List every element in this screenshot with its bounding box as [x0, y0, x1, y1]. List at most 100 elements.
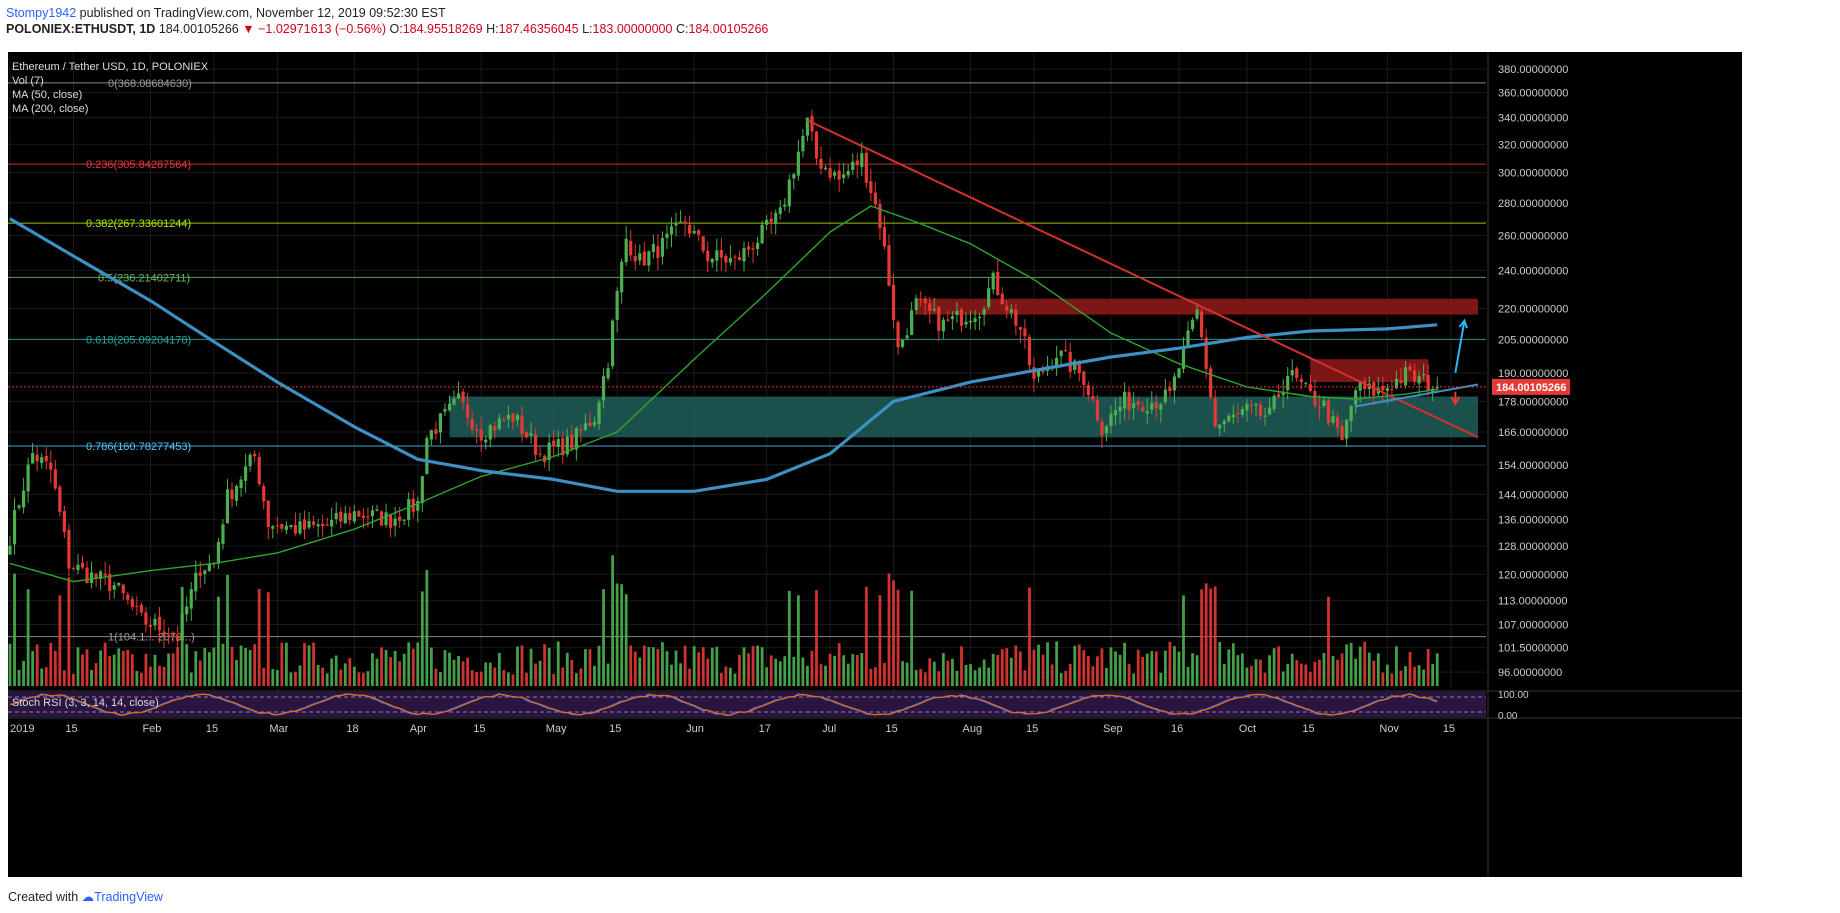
- volume-bar: [294, 671, 297, 686]
- volume-bar: [226, 574, 229, 686]
- candle-body: [900, 339, 905, 347]
- volume-bar: [665, 651, 669, 686]
- volume-bar: [1000, 649, 1004, 686]
- candle-body: [49, 462, 53, 470]
- candle-body: [801, 135, 805, 152]
- volume-bar: [121, 650, 125, 686]
- candle-body: [234, 485, 239, 501]
- candle-body: [1308, 384, 1312, 391]
- candle-body: [370, 510, 375, 517]
- candle-body: [348, 513, 352, 521]
- candle-body: [1417, 376, 1421, 384]
- candle-body: [1132, 403, 1136, 408]
- volume-bar: [520, 645, 524, 686]
- candle-body: [1068, 352, 1072, 372]
- candle-body: [44, 455, 48, 462]
- volume-bar: [525, 672, 528, 686]
- candle-body: [1218, 424, 1222, 429]
- volume-bar: [452, 659, 456, 686]
- candle-body: [697, 230, 701, 235]
- y-tick-label-12: 166.00000000: [1498, 427, 1568, 439]
- candle-body: [89, 572, 94, 583]
- fib-level-label-1: 0.236(305.84287564): [86, 159, 191, 171]
- candle-body: [724, 255, 728, 263]
- volume-bar: [31, 651, 35, 686]
- volume-bar: [35, 644, 39, 686]
- candle-body: [71, 567, 76, 569]
- chart-frame[interactable]: 0(368.08684630) 0.236(305.84287564) 0.382(…: [8, 52, 1742, 877]
- candle-body: [438, 413, 443, 433]
- volume-bar: [280, 642, 284, 686]
- candle-body: [148, 625, 153, 627]
- candle-body: [230, 489, 234, 500]
- volume-bar: [275, 670, 279, 686]
- volume-bar: [475, 672, 479, 686]
- candle-body: [1431, 388, 1435, 393]
- volume-bar: [1096, 656, 1099, 686]
- candle-body: [139, 604, 143, 613]
- candle-body: [1172, 376, 1177, 391]
- volume-bar: [973, 670, 977, 686]
- candle-body: [162, 631, 166, 636]
- candle-body: [511, 413, 515, 422]
- candle-body: [1331, 416, 1335, 423]
- volume-bar: [362, 672, 365, 686]
- candle-body: [1000, 293, 1004, 305]
- x-tick-label-1: 15: [65, 723, 77, 735]
- volume-bar: [905, 662, 909, 686]
- volume-bar: [715, 646, 719, 686]
- volume-bar: [556, 641, 560, 686]
- candle-body: [624, 238, 628, 263]
- candle-body: [683, 221, 687, 224]
- candle-body: [298, 521, 302, 534]
- volume-bar: [176, 647, 180, 686]
- candle-body: [701, 236, 705, 252]
- volume-bar: [538, 660, 542, 686]
- fib-level-label-5: 0.786(160.78277453): [86, 441, 191, 453]
- candle-body: [755, 242, 760, 250]
- candle-body: [842, 174, 846, 179]
- volume-bar: [783, 656, 787, 686]
- volume-bar: [307, 645, 311, 686]
- candle-body: [293, 525, 298, 534]
- stoch-tick-0: 0.00: [1498, 711, 1518, 722]
- candle-body: [1281, 391, 1285, 396]
- volume-bar: [189, 672, 193, 686]
- x-tick-label-7: 15: [473, 723, 485, 735]
- volume-bar: [1358, 646, 1362, 686]
- volume-bar: [479, 671, 483, 686]
- candle-body: [688, 225, 692, 234]
- price-chart[interactable]: 0(368.08684630) 0.236(305.84287564) 0.382(…: [8, 52, 1742, 877]
- candle-body: [1399, 380, 1403, 384]
- volume-bar: [139, 672, 143, 686]
- candle-body: [1304, 382, 1308, 384]
- author-link[interactable]: Stompy1942: [6, 6, 77, 20]
- candle-body: [991, 272, 995, 290]
- candle-body: [982, 309, 986, 315]
- candle-body: [103, 573, 107, 576]
- volume-bar: [534, 663, 537, 686]
- candle-body: [334, 512, 338, 519]
- candle-body: [1118, 406, 1122, 412]
- candle-body: [67, 530, 71, 569]
- candle-body: [792, 174, 796, 179]
- candle-body: [783, 204, 787, 207]
- tradingview-brand[interactable]: TradingView: [94, 890, 163, 904]
- candle-body: [629, 240, 633, 256]
- volume-bar: [547, 647, 551, 686]
- volume-bar: [1132, 673, 1136, 686]
- ma50-line: [9, 205, 1438, 583]
- candle-body: [117, 582, 121, 586]
- candle-body: [153, 618, 157, 626]
- candle-body: [1163, 389, 1167, 403]
- y-tick-label-9: 205.00000000: [1498, 335, 1568, 347]
- candle-body: [1295, 368, 1299, 379]
- candle-body: [31, 453, 35, 464]
- candle-body: [851, 161, 855, 170]
- volume-bar: [371, 653, 374, 686]
- candle-body: [937, 306, 941, 331]
- candle-body: [638, 253, 642, 261]
- volume-bar: [112, 654, 116, 686]
- candle-body: [1177, 368, 1181, 378]
- candle-body: [112, 585, 116, 590]
